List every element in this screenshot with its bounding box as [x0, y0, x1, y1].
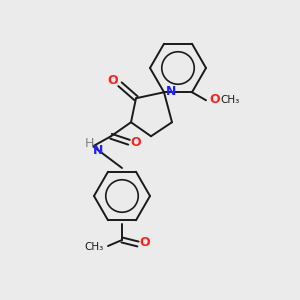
Text: O: O — [131, 136, 141, 149]
Text: N: N — [93, 144, 103, 157]
Text: H: H — [84, 137, 94, 150]
Text: O: O — [108, 74, 118, 87]
Text: N: N — [166, 85, 176, 98]
Text: CH₃: CH₃ — [220, 95, 239, 105]
Text: CH₃: CH₃ — [85, 242, 104, 252]
Text: O: O — [209, 93, 220, 106]
Text: O: O — [140, 236, 150, 250]
